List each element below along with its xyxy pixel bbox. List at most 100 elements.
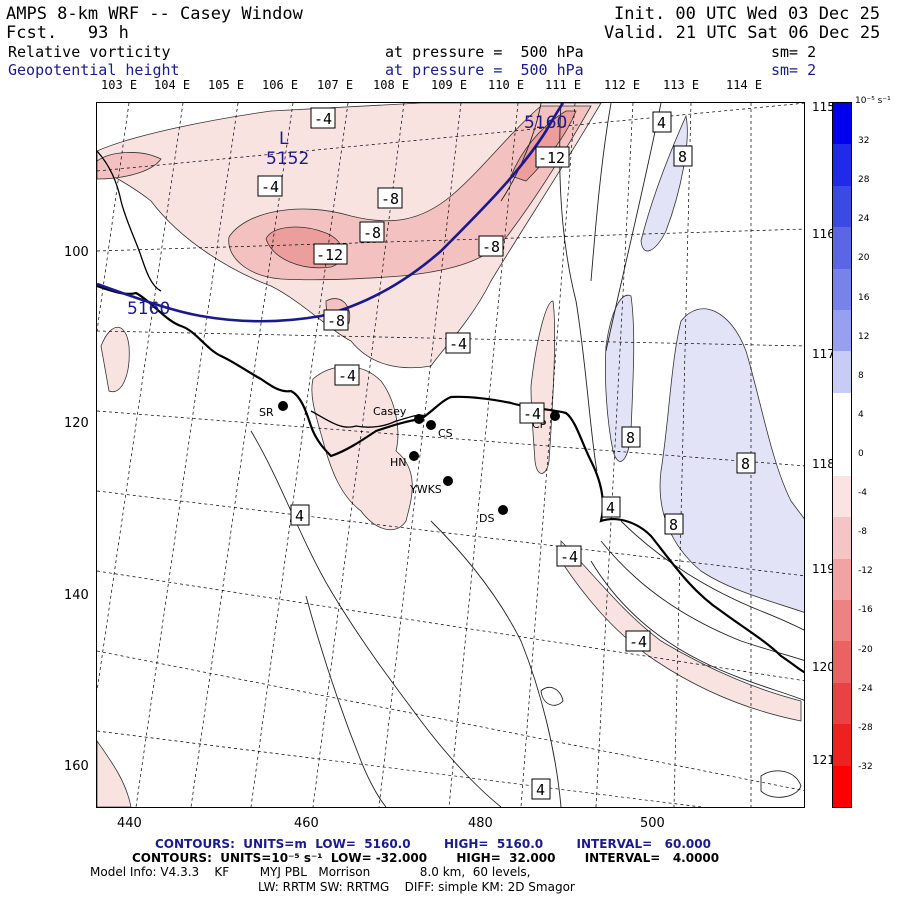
vort-label: 8 — [621, 426, 641, 448]
y-tick: 140 — [64, 588, 89, 603]
station-label-cs: CS — [438, 427, 453, 440]
footer-physics-info: LW: RRTM SW: RRTMG DIFF: simple KM: 2D S… — [258, 880, 575, 894]
vort-contour — [250, 430, 502, 807]
x-tick: 480 — [468, 816, 493, 831]
colorbar-tick-label: 28 — [858, 175, 870, 186]
colorbar-tick-label: -32 — [858, 761, 873, 772]
colorbar-segment — [833, 227, 851, 270]
colorbar-tick-label: -4 — [858, 488, 867, 499]
vort-label: -8 — [478, 235, 504, 257]
svg-text:-4: -4 — [629, 633, 647, 651]
svg-text:4: 4 — [657, 114, 666, 132]
colorbar-segment — [833, 268, 851, 312]
svg-text:-4: -4 — [560, 548, 578, 566]
vort-label: -4 — [445, 332, 471, 354]
neg-vort-region-sw — [97, 740, 132, 807]
field2-smoothing: sm= 2 — [771, 61, 817, 79]
neg-vort-region-west — [100, 327, 130, 393]
vort-label: 8 — [736, 452, 756, 474]
footer-vorticity-contours: CONTOURS: UNITS=10⁻⁵ s⁻¹ LOW= -32.000 HI… — [132, 851, 720, 865]
colorbar-segment — [833, 682, 851, 726]
field1-name: Relative vorticity — [8, 43, 171, 61]
colorbar-segment — [833, 434, 851, 477]
station-label-hn: HN — [390, 456, 407, 469]
graticule — [97, 103, 804, 807]
colorbar-segment — [833, 310, 851, 353]
field1-smoothing: sm= 2 — [771, 43, 817, 61]
station-marker-cs — [426, 420, 436, 430]
vorticity-contours — [250, 103, 804, 807]
height-contour-label: 5160 — [127, 299, 170, 319]
svg-text:8: 8 — [669, 516, 678, 534]
svg-text:-8: -8 — [482, 238, 500, 256]
colorbar-segment — [833, 103, 851, 146]
meridian-line — [378, 103, 462, 807]
vort-label: 4 — [290, 504, 310, 526]
forecast-hour: Fcst. 93 h — [6, 23, 129, 43]
vort-label: -4 — [310, 107, 336, 129]
colorbar-tick-label: 8 — [858, 370, 864, 381]
colorbar-tick-label: 12 — [858, 331, 870, 342]
pos-vort-region-ne — [640, 114, 688, 252]
svg-text:8: 8 — [678, 148, 687, 166]
lon-label: 103 E — [101, 78, 138, 92]
colorbar-segment — [833, 558, 851, 601]
x-tick: 440 — [117, 816, 142, 831]
low-center-value: 5152 — [266, 149, 309, 169]
colorbar-segment — [833, 765, 851, 807]
lon-label: 109 E — [431, 78, 468, 92]
station-label-sr: SR — [259, 406, 274, 419]
station-marker-casey — [414, 414, 424, 424]
colorbar-tick-label: -8 — [858, 527, 867, 538]
parallel-line — [97, 410, 804, 467]
colorbar-tick-label: 32 — [858, 136, 870, 147]
station-marker-ywks — [443, 476, 453, 486]
vort-contour — [500, 103, 542, 202]
vort-label: -8 — [359, 221, 385, 243]
vort-label: -4 — [556, 545, 582, 567]
lon-label: 106 E — [262, 78, 299, 92]
footer-model-info: Model Info: V4.3.3 KF MYJ PBL Morrison 8… — [90, 865, 531, 879]
colorbar-tick-label: -12 — [858, 566, 873, 577]
field1-level: at pressure = 500 hPa — [385, 43, 584, 61]
vort-contour — [590, 560, 804, 701]
map-panel: SR Casey CS HN YWKS DS CP L 5152 5160 51… — [96, 102, 805, 808]
colorbar-segment — [833, 475, 851, 519]
vort-label: 8 — [664, 513, 684, 535]
colorbar-segment — [833, 641, 851, 684]
parallel-line — [97, 730, 702, 807]
svg-text:-4: -4 — [449, 335, 467, 353]
station-marker-sr — [278, 401, 288, 411]
colorbar-segment — [833, 351, 851, 394]
colorbar-units: 10⁻⁵ s⁻¹ — [855, 96, 891, 106]
height-contours — [97, 103, 565, 323]
lon-label: 108 E — [373, 78, 410, 92]
ice-shelf-edge — [97, 150, 427, 428]
y-tick: 120 — [64, 416, 89, 431]
vort-label: -4 — [334, 364, 360, 386]
colorbar-segment — [833, 599, 851, 643]
svg-text:4: 4 — [295, 507, 304, 525]
colorbar-tick-label: 20 — [858, 253, 870, 264]
meridian-line — [135, 103, 239, 807]
meridian-line — [312, 103, 405, 807]
vort-contour — [430, 520, 562, 807]
lon-label: 112 E — [604, 78, 641, 92]
colorbar-tick-label: 0 — [858, 449, 864, 459]
colorbar — [832, 102, 852, 808]
svg-text:8: 8 — [626, 429, 635, 447]
init-time: Init. 00 UTC Wed 03 Dec 25 — [614, 4, 881, 24]
svg-text:-4: -4 — [261, 178, 279, 196]
y-tick: 100 — [64, 245, 89, 260]
colorbar-segment — [833, 517, 851, 560]
colorbar-segment — [833, 724, 851, 767]
svg-text:-4: -4 — [314, 110, 332, 128]
station-label-ds: DS — [479, 512, 494, 525]
stations — [278, 401, 560, 515]
station-marker-ds — [498, 505, 508, 515]
field2-name: Geopotential height — [8, 61, 180, 79]
vort-contour — [540, 687, 564, 706]
colorbar-tick-label: 24 — [858, 214, 870, 225]
station-marker-cp — [550, 411, 560, 421]
map-canvas: SR Casey CS HN YWKS DS CP L 5152 5160 51… — [97, 103, 804, 807]
